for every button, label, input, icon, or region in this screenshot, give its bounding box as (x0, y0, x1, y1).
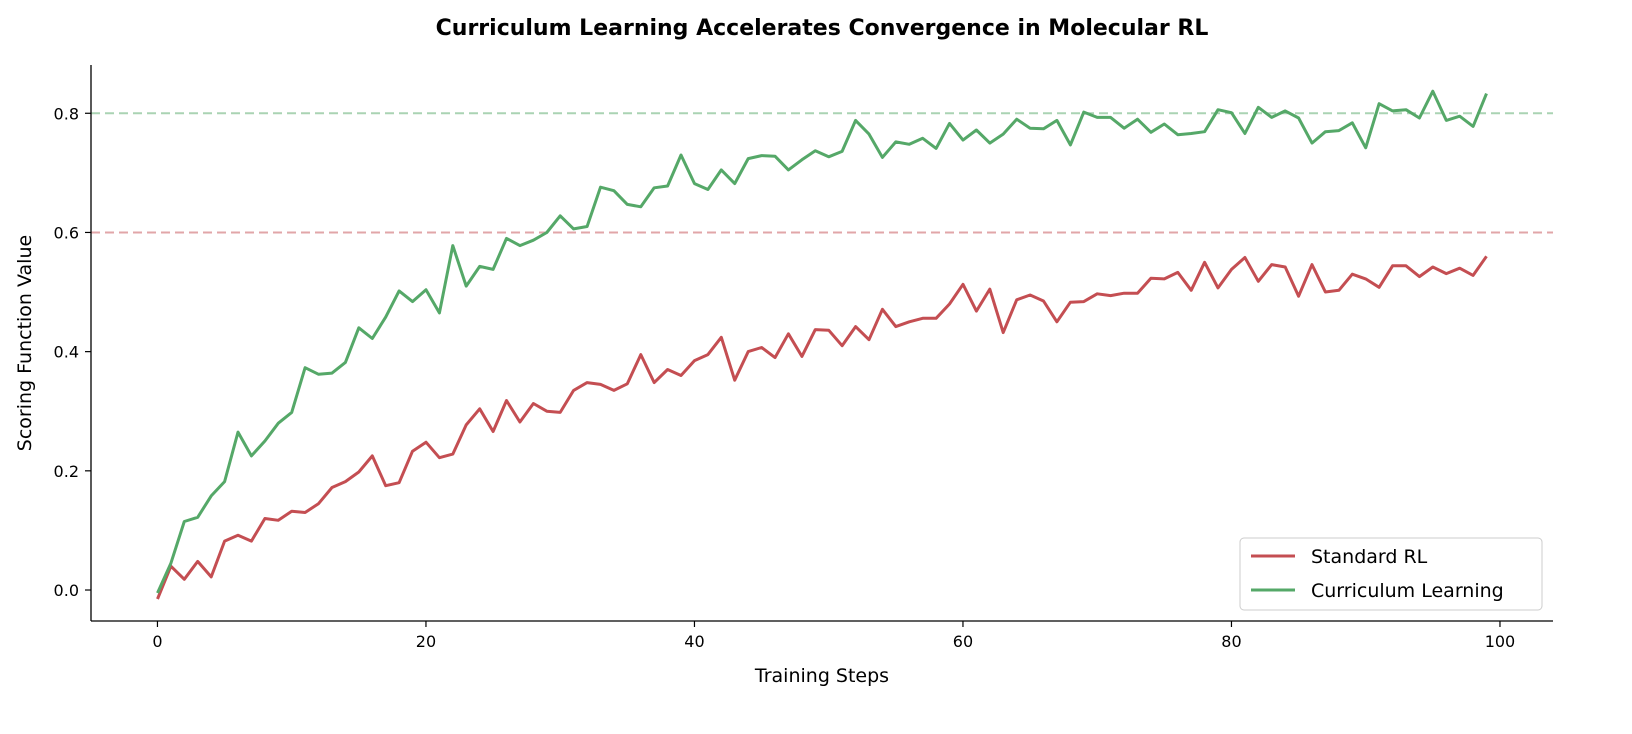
legend-label-curriculum-learning: Curriculum Learning (1311, 580, 1504, 602)
x-tick-label: 0 (152, 632, 162, 651)
x-tick-label: 100 (1485, 632, 1516, 651)
series-line-curriculum-learning (156, 89, 1488, 594)
x-tick-label: 20 (416, 632, 436, 651)
x-tick-label: 40 (684, 632, 704, 651)
y-tick-label: 0.6 (54, 223, 79, 242)
x-axis-label: Training Steps (754, 665, 889, 687)
y-tick-label: 0.2 (54, 462, 79, 481)
legend-box (1239, 537, 1543, 611)
y-tick-label: 0.0 (54, 581, 79, 600)
y-axis-label: Scoring Function Value (14, 235, 36, 451)
y-tick-label: 0.4 (54, 343, 79, 362)
x-tick-label: 80 (1221, 632, 1241, 651)
x-tick-label: 60 (953, 632, 973, 651)
chart-title: Curriculum Learning Accelerates Converge… (436, 16, 1209, 41)
y-tick-label: 0.8 (54, 104, 79, 123)
legend-label-standard-rl: Standard RL (1311, 546, 1428, 568)
legend: Standard RL Curriculum Learning (1239, 537, 1543, 611)
series-line-standard-rl (156, 255, 1488, 600)
